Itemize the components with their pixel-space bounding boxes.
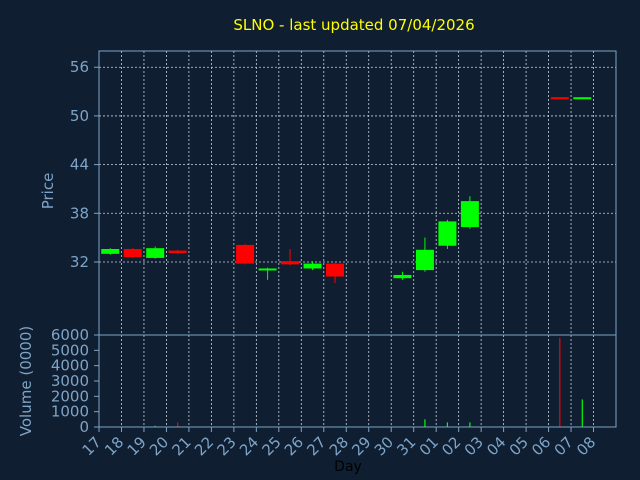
candle-body — [438, 221, 457, 246]
price-tick-label: 44 — [70, 156, 89, 174]
volume-frame — [98, 334, 617, 428]
volume-tick-label: 0 — [79, 418, 89, 436]
candle-body — [326, 263, 345, 277]
price-axis-label: Price — [39, 173, 57, 210]
candle-body — [460, 201, 479, 228]
candle-body — [393, 274, 412, 279]
price-frame — [98, 50, 617, 336]
volume-tick-label: 1000 — [51, 403, 89, 421]
price-tick-label: 56 — [70, 58, 89, 76]
day-tick-label: 08 — [573, 433, 599, 459]
candle-body — [281, 261, 300, 265]
volume-tick-label: 5000 — [51, 341, 89, 359]
candle-body — [258, 268, 277, 271]
volume-axis-label: Volume (0000) — [17, 326, 35, 436]
candle-body — [415, 249, 434, 271]
candle-body — [236, 244, 255, 264]
candle-body — [550, 97, 569, 100]
price-tick-label: 38 — [70, 204, 89, 222]
volume-tick-label: 6000 — [51, 326, 89, 344]
candle-body — [101, 248, 120, 254]
price-tick-label: 50 — [70, 107, 89, 125]
volume-tick-label: 4000 — [51, 357, 89, 375]
x-axis-ticks: 1718192021222324252627282930310102030405… — [79, 427, 599, 459]
volume-tick-label: 2000 — [51, 387, 89, 405]
chart-title: SLNO - last updated 07/04/2026 — [233, 16, 474, 34]
price-panel: 56 50 44 38 32 — [70, 50, 617, 336]
candle-body — [168, 250, 187, 254]
price-tick-label: 32 — [70, 253, 89, 271]
candle-body — [573, 97, 592, 100]
volume-tick-label: 3000 — [51, 372, 89, 390]
x-axis-label: Day — [334, 459, 362, 475]
candle-body — [146, 248, 165, 258]
candle-body — [303, 263, 322, 269]
candle-body — [123, 248, 142, 258]
